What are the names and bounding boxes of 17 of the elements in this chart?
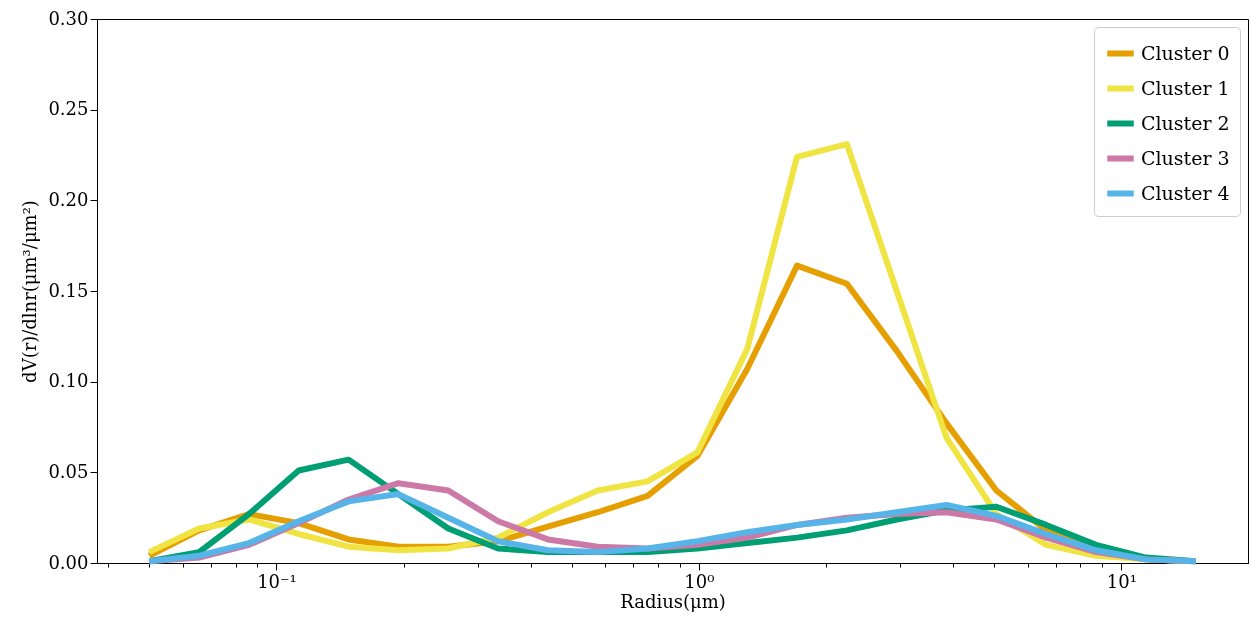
x-tick-label: 10⁻¹ [257,570,297,592]
legend-label: Cluster 3 [1141,146,1230,169]
legend-label: Cluster 0 [1141,41,1230,64]
legend-label: Cluster 2 [1141,111,1230,134]
y-tick-label: 0.15 [48,279,89,301]
x-tick-label: 10¹ [1106,570,1137,592]
y-tick-label: 0.00 [48,551,89,573]
x-tick-label: 10⁰ [684,570,715,592]
y-tick-label: 0.30 [48,7,89,29]
y-tick-label: 0.05 [48,460,89,482]
x-axis-title: Radius(μm) [620,590,726,612]
y-axis-title: dV(r)/dlnr(μm³/μm²) [19,200,41,383]
y-tick-label: 0.20 [48,188,89,210]
legend-label: Cluster 4 [1141,181,1230,204]
y-tick-label: 0.10 [48,370,89,392]
y-tick-label: 0.25 [48,98,89,120]
legend-label: Cluster 1 [1141,76,1230,99]
